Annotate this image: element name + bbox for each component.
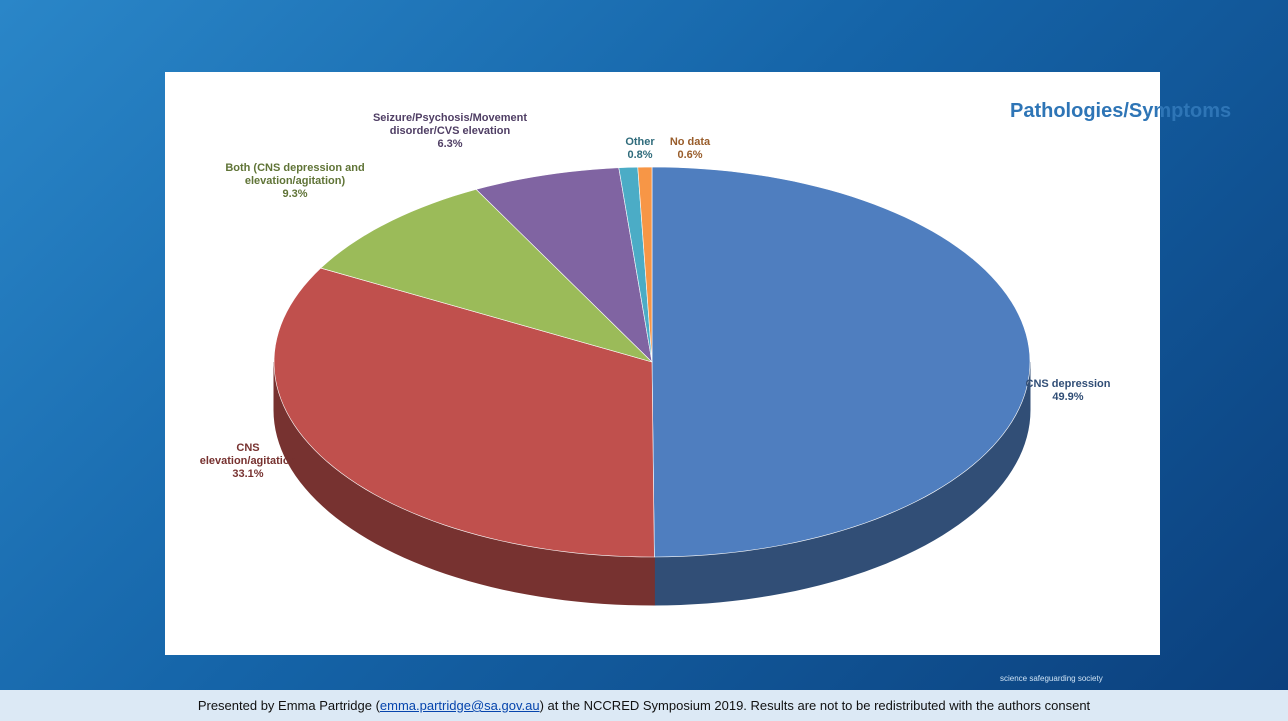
chart: [165, 72, 1160, 655]
value-label: 49.9%: [1013, 391, 1123, 404]
footer-text: ) at the NCCRED Symposium 2019. Results …: [540, 698, 1091, 713]
value-label: 9.3%: [215, 188, 375, 201]
value-label: 0.8%: [620, 149, 660, 162]
category-label: CNS elevation/agitation: [198, 442, 298, 468]
category-label: CNS depression: [1013, 378, 1123, 391]
footer: Presented by Emma Partridge (emma.partri…: [0, 690, 1288, 721]
category-label: Seizure/Psychosis/Movement disorder/CVS …: [365, 112, 535, 138]
footer-text: Presented by Emma Partridge (: [198, 698, 380, 713]
value-label: 0.6%: [665, 149, 715, 162]
category-label: Other: [620, 136, 660, 149]
email-link[interactable]: emma.partridge@sa.gov.au: [380, 698, 540, 713]
category-label: Both (CNS depression and elevation/agita…: [215, 162, 375, 188]
category-label: No data: [665, 136, 715, 149]
logo-text: science safeguarding society: [1000, 674, 1103, 683]
value-label: 33.1%: [198, 468, 298, 481]
slice-label: Both (CNS depression and elevation/agita…: [215, 162, 375, 201]
slide: Pathologies/Symptoms CNS depression49.9%…: [0, 0, 1288, 721]
slice-label: Seizure/Psychosis/Movement disorder/CVS …: [365, 112, 535, 151]
chart-title: Pathologies/Symptoms: [1010, 100, 1231, 123]
value-label: 6.3%: [365, 138, 535, 151]
